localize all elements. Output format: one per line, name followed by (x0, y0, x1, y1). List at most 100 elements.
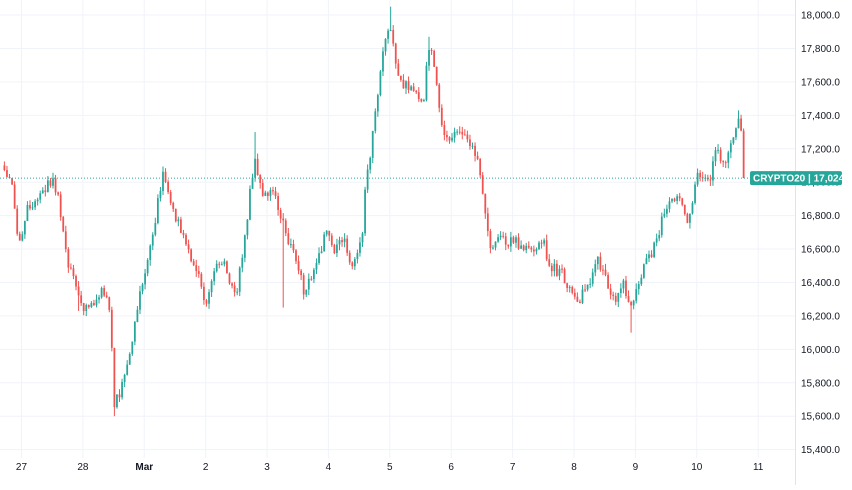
candle (289, 238, 292, 249)
candle-body (525, 245, 528, 251)
candle (596, 256, 599, 270)
candle-body (686, 214, 689, 223)
candle-body (622, 280, 625, 289)
candle (719, 147, 722, 164)
candle-body (16, 208, 19, 234)
candle-body (36, 199, 39, 202)
candle (82, 302, 85, 316)
candle (223, 258, 226, 267)
candle-body (512, 237, 515, 243)
time-tick-label: 28 (77, 462, 89, 473)
candle (504, 232, 507, 251)
candle (287, 228, 290, 246)
candle (215, 260, 218, 273)
candle (642, 263, 645, 279)
candle-body (100, 288, 103, 298)
candle-body (197, 271, 200, 274)
candle (625, 275, 627, 299)
candle (338, 236, 341, 251)
candle-body (123, 374, 126, 382)
candle (366, 164, 369, 193)
candle-body (379, 71, 382, 96)
candle (558, 265, 561, 281)
candle-body (343, 238, 346, 243)
candle (277, 192, 279, 216)
candle-body (653, 242, 656, 257)
candle-body (336, 244, 338, 254)
candle-body (691, 202, 694, 214)
candle-body (238, 267, 241, 292)
candle (686, 212, 689, 224)
price-tick-label: 17,600.0 (801, 77, 840, 88)
candle (689, 213, 691, 229)
candle (200, 272, 203, 289)
candle (11, 177, 13, 185)
candle-body (469, 139, 471, 146)
candle-body (530, 247, 533, 250)
candle-body (696, 172, 699, 185)
candle (476, 151, 479, 161)
candle-body (502, 235, 505, 237)
candle-body (156, 198, 159, 224)
price-tick-label: 16,600.0 (801, 245, 840, 256)
candle (218, 261, 221, 269)
candle-body (11, 178, 13, 185)
candle-body (412, 86, 415, 91)
candle (192, 258, 195, 267)
candle-body (671, 198, 673, 202)
candle (26, 201, 29, 222)
candle-body (64, 231, 67, 250)
candle-body (62, 216, 65, 232)
candle-body (52, 178, 54, 186)
price-tick-label: 16,400.0 (801, 278, 840, 289)
candle-body (545, 240, 548, 260)
candle (737, 110, 740, 129)
candle-body (13, 184, 16, 209)
candle-body (126, 364, 129, 375)
candle (113, 347, 116, 417)
candle-body (80, 295, 83, 304)
candle-body (159, 191, 162, 199)
candle (310, 276, 313, 281)
candle-body (642, 264, 645, 278)
candle (261, 179, 264, 197)
candle-body (556, 263, 558, 276)
candle (579, 299, 581, 304)
candle (126, 360, 129, 376)
candle-body (694, 184, 696, 203)
candle (146, 258, 149, 277)
candle-body (658, 235, 661, 239)
time-axis[interactable]: 27 28 Mar 2 3 4 5 6 7 8 9 10 11 (16, 462, 764, 473)
candle-body (133, 321, 136, 342)
candle (486, 207, 489, 237)
time-tick-label: 10 (691, 462, 703, 473)
candle-body (735, 128, 737, 138)
candle-body (307, 278, 310, 290)
price-tick-label: 16,000.0 (801, 345, 840, 356)
candle (676, 193, 679, 205)
candle (318, 247, 320, 265)
candle-body (264, 192, 267, 196)
candle (369, 156, 372, 174)
candle-body (371, 130, 374, 158)
candle-body (732, 137, 735, 144)
candle-body (423, 100, 425, 102)
candle (673, 197, 676, 203)
candle-body (453, 131, 456, 138)
candle (397, 58, 400, 76)
candle (305, 289, 308, 298)
candle (387, 28, 389, 44)
candle (589, 278, 592, 289)
candle (392, 25, 395, 47)
candle (550, 262, 553, 277)
candle (100, 286, 103, 299)
candle-body (706, 177, 709, 180)
candle-body (632, 300, 635, 306)
candle-body (558, 268, 561, 276)
price-axis[interactable]: 15,400.0 15,600.0 15,800.0 16,000.0 16,200.0… (801, 11, 840, 457)
candle (333, 243, 336, 255)
candle-body (359, 242, 361, 253)
candle-body (594, 264, 597, 273)
